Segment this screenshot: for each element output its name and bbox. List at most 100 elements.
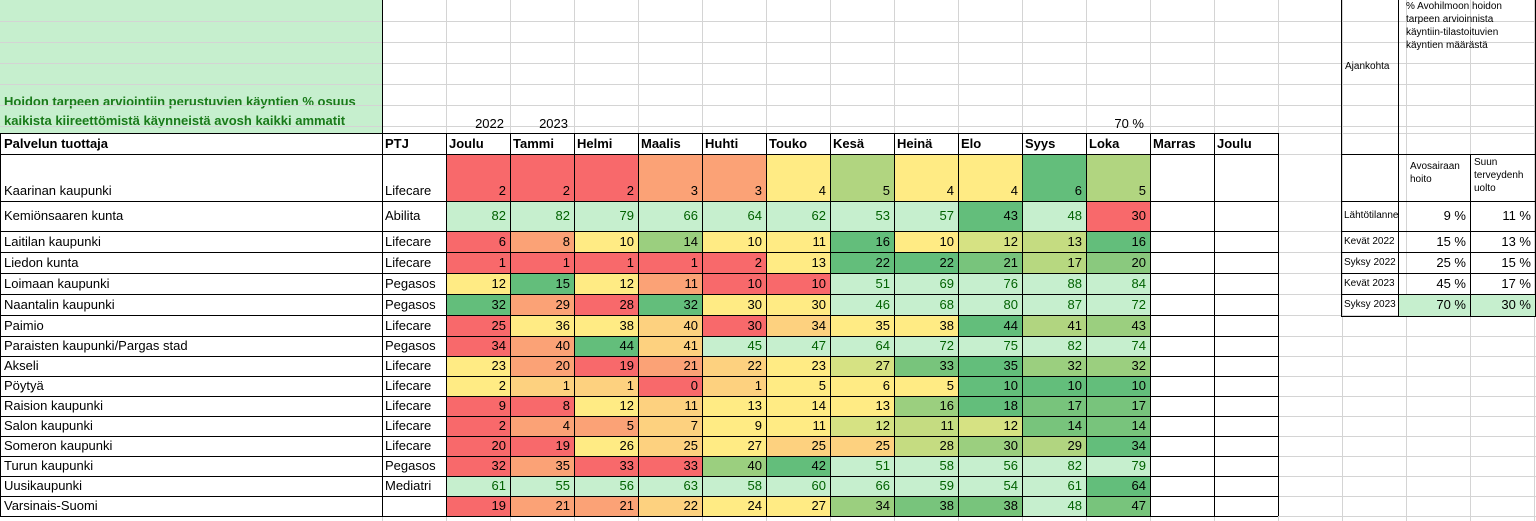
value-cell: 32 [446,456,510,476]
value-cell: 46 [830,294,894,315]
value-cell: 2 [574,154,638,201]
value-cell [1150,436,1214,456]
value-cell [1214,476,1278,496]
value-cell: 22 [702,356,766,376]
value-cell [1150,456,1214,476]
grid-line [638,133,639,516]
value-cell: 60 [766,476,830,496]
value-cell: 48 [1022,496,1086,516]
year-label-2022: 2022 [475,116,504,131]
side-row-label: Lähtötilanne [1344,210,1398,221]
value-cell: 4 [894,154,958,201]
value-cell [1150,336,1214,356]
value-cell: 82 [510,201,574,231]
value-cell [1150,154,1214,201]
row-ptj: Lifecare [385,255,432,270]
value-cell: 12 [574,273,638,294]
value-cell: 27 [702,436,766,456]
value-cell [1150,496,1214,516]
grid-line [1214,133,1215,516]
value-cell: 1 [702,376,766,396]
grid-line [1342,0,1343,521]
value-cell: 5 [1086,154,1150,201]
value-cell: 66 [638,201,702,231]
header-month-10: Loka [1089,136,1120,151]
value-cell: 16 [830,231,894,252]
row-ptj: Lifecare [385,183,432,198]
value-cell [1150,252,1214,273]
side-percent-header: % Avohilmoon hoidon tarpeen arvioinnista… [1406,1,1502,51]
side-value-avosairaanhoito: 70 % [1398,294,1470,316]
row-ptj: Pegasos [385,297,436,312]
header-month-11: Marras [1153,136,1196,151]
grid-line [0,133,1278,134]
grid-line [0,273,1278,274]
side-value-avosairaanhoito: 15 % [1436,234,1466,249]
value-cell: 40 [702,456,766,476]
value-cell: 35 [830,315,894,336]
grid-line [1278,133,1536,134]
grid-line [1341,252,1536,253]
value-cell: 5 [574,416,638,436]
value-cell [1214,436,1278,456]
grid-line [0,154,1278,155]
side-value-suunterveydenhuolto: 17 % [1501,276,1531,291]
value-cell: 43 [958,201,1022,231]
value-cell: 14 [1022,416,1086,436]
value-cell: 58 [894,456,958,476]
value-cell: 47 [766,336,830,356]
side-value-suunterveydenhuolto: 13 % [1501,234,1531,249]
value-cell: 13 [766,252,830,273]
side-value-avosairaanhoito: 45 % [1436,276,1466,291]
grid-line [1278,496,1536,497]
row-ptj: Abilita [385,208,421,223]
value-cell: 10 [702,273,766,294]
side-ajankohta-header: Ajankohta [1345,61,1390,72]
grid-line [1022,133,1023,516]
value-cell [1214,396,1278,416]
row-provider-name: Uusikaupunki [4,478,83,493]
table-title-area: Hoidon tarpeen arviointiin perustuvien k… [0,0,382,133]
value-cell: 9 [446,396,510,416]
value-cell: 72 [1086,294,1150,315]
value-cell [1150,416,1214,436]
value-cell: 2 [510,154,574,201]
grid-line [958,133,959,516]
value-cell: 41 [1022,315,1086,336]
grid-line [0,416,1278,417]
value-cell: 66 [830,476,894,496]
value-cell: 62 [766,201,830,231]
value-cell: 1 [574,252,638,273]
grid-line [1278,396,1536,397]
grid-line [0,516,1278,517]
value-cell: 64 [702,201,766,231]
value-cell: 30 [702,315,766,336]
value-cell: 12 [830,416,894,436]
value-cell: 0 [638,376,702,396]
row-ptj: Lifecare [385,418,432,433]
value-cell: 22 [638,496,702,516]
grid-line [0,376,1278,377]
grid-line [574,133,575,516]
value-cell: 21 [958,252,1022,273]
row-provider-name: Paraisten kaupunki/Pargas stad [4,338,188,353]
value-cell [1214,315,1278,336]
value-cell [1150,231,1214,252]
header-month-5: Touko [769,136,808,151]
value-cell: 19 [446,496,510,516]
value-cell [1150,294,1214,315]
value-cell: 6 [1022,154,1086,201]
row-provider-name: Pöytyä [4,378,44,393]
grid-line [0,496,1278,497]
value-cell: 48 [1022,201,1086,231]
value-cell: 22 [830,252,894,273]
value-cell: 38 [894,315,958,336]
grid-line [382,133,383,516]
value-cell: 79 [574,201,638,231]
row-ptj: Lifecare [385,318,432,333]
value-cell: 26 [574,436,638,456]
grid-line [702,133,703,516]
value-cell: 21 [638,356,702,376]
value-cell: 27 [830,356,894,376]
value-cell: 28 [894,436,958,456]
